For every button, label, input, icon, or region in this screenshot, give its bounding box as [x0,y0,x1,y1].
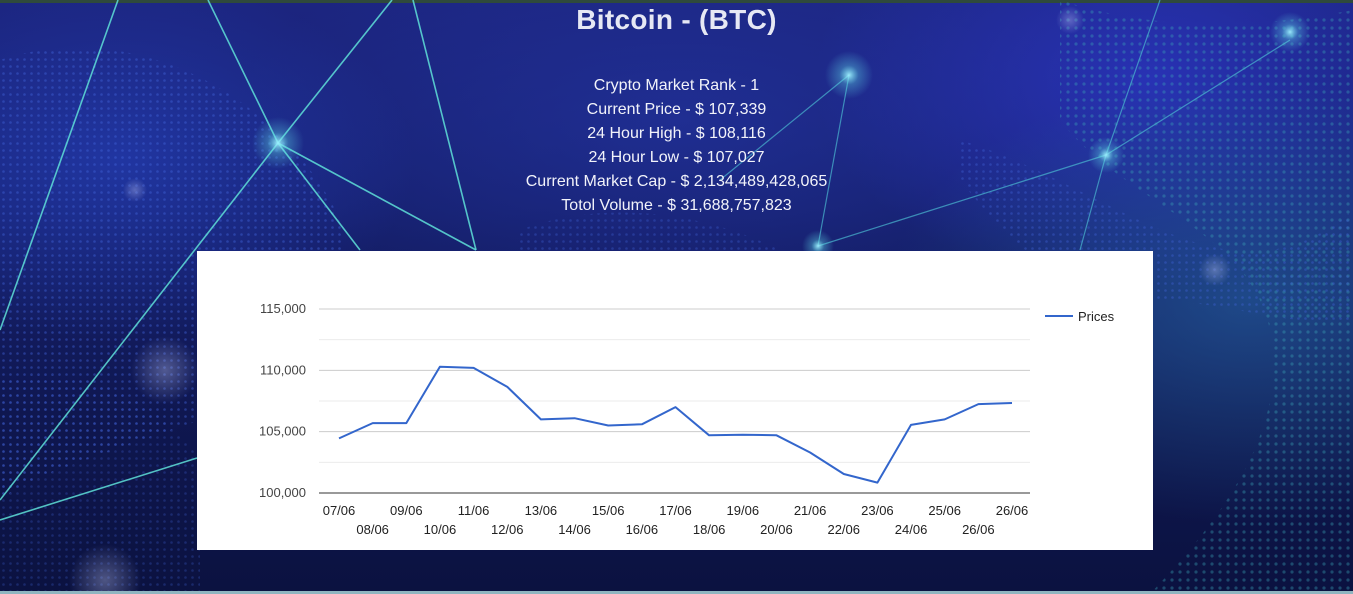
x-tick-label: 10/06 [424,522,457,537]
x-tick-label: 25/06 [928,503,961,518]
x-tick-label: 26/06 [996,503,1029,518]
price-chart-card[interactable]: 100,000 105,000 110,000 115,000 07/06 09/06 11… [197,251,1153,550]
data-point [640,422,644,426]
stat-24h-low: 24 Hour Low - $ 107,027 [588,149,765,166]
data-point [875,481,879,485]
stat-total-volume: Totol Volume - $ 31,688,757,823 [561,197,792,214]
data-point [472,366,476,370]
data-point [371,421,375,425]
data-point [741,433,745,437]
x-tick-label: 15/06 [592,503,625,518]
data-point [438,365,442,369]
y-tick-label: 110,000 [260,362,306,377]
data-point [606,424,610,428]
stat-market-rank: Crypto Market Rank - 1 [593,77,760,94]
data-point [573,416,577,420]
x-tick-label: 09/06 [390,503,423,518]
x-tick-label: 26/06 [962,522,995,537]
data-point [337,436,341,440]
stat-current-price: Current Price - $ 107,339 [586,101,767,118]
x-tick-label: 08/06 [356,522,389,537]
top-border [0,0,1353,3]
data-point [1010,401,1014,405]
x-tick-label: 17/06 [659,503,692,518]
x-tick-label: 07/06 [323,503,356,518]
price-chart[interactable]: 100,000 105,000 110,000 115,000 07/06 09/06 11… [197,251,1153,550]
x-tick-label: 22/06 [827,522,860,537]
data-point [505,385,509,389]
x-tick-label: 24/06 [895,522,928,537]
data-point [909,423,913,427]
x-tick-label: 23/06 [861,503,894,518]
x-tick-label: 19/06 [727,503,760,518]
y-tick-label: 105,000 [259,424,306,439]
x-tick-label: 21/06 [794,503,827,518]
data-point [808,451,812,455]
data-point [674,405,678,409]
data-point [539,417,543,421]
x-tick-label: 16/06 [626,522,659,537]
y-tick-label: 115,000 [260,301,306,316]
x-tick-label: 13/06 [525,503,558,518]
stat-market-cap: Current Market Cap - $ 2,134,489,428,065 [525,173,828,190]
data-point [707,433,711,437]
data-point [404,421,408,425]
data-point [943,417,947,421]
legend-label: Prices [1078,309,1115,324]
data-point [842,472,846,476]
series-line-prices [338,365,1013,484]
x-tick-label: 12/06 [491,522,524,537]
x-tick-label: 18/06 [693,522,726,537]
coin-stats: Crypto Market Rank - 1 Current Price - $… [0,74,1353,218]
x-tick-label: 20/06 [760,522,793,537]
coin-title: Bitcoin - (BTC) [576,4,777,35]
bottom-border [0,591,1353,594]
stat-24h-high: 24 Hour High - $ 108,116 [587,125,766,142]
x-tick-label: 11/06 [458,503,490,518]
data-point [774,433,778,437]
data-point [976,402,980,406]
y-tick-label: 100,000 [259,485,306,500]
x-tick-label: 14/06 [558,522,591,537]
